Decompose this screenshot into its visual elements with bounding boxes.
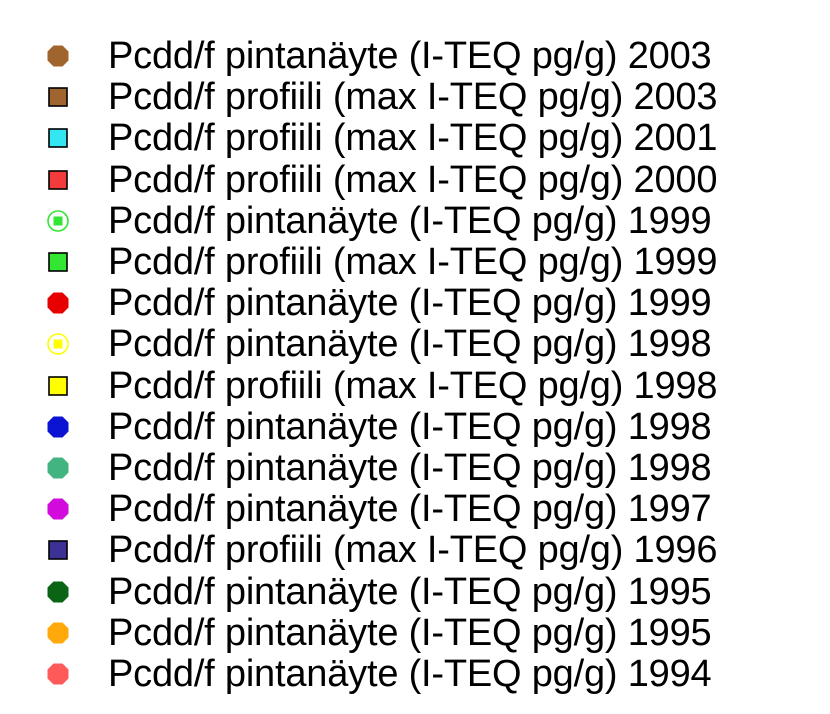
legend-label: Pcdd/f profiili (max I-TEQ pg/g) 2003 <box>108 76 718 119</box>
legend-item: Pcdd/f pintanäyte (I-TEQ pg/g) 2003 <box>42 35 712 77</box>
legend-item: Pcdd/f pintanäyte (I-TEQ pg/g) 1998 <box>42 323 712 366</box>
legend-label: Pcdd/f profiili (max I-TEQ pg/g) 2001 <box>108 117 718 160</box>
legend-item: Pcdd/f profiili (max I-TEQ pg/g) 1999 <box>42 241 718 283</box>
legend-label: Pcdd/f profiili (max I-TEQ pg/g) 1998 <box>108 364 718 407</box>
legend-item: Pcdd/f profiili (max I-TEQ pg/g) 1998 <box>42 364 718 407</box>
legend-marker-square <box>42 534 74 566</box>
legend-label: Pcdd/f pintanäyte (I-TEQ pg/g) 1999 <box>108 282 712 325</box>
legend-label: Pcdd/f pintanäyte (I-TEQ pg/g) 1997 <box>108 488 712 531</box>
legend-marker-octagon <box>42 617 74 649</box>
legend-marker-square <box>42 164 74 196</box>
legend-marker-ring-square <box>42 328 74 360</box>
legend-item: Pcdd/f profiili (max I-TEQ pg/g) 2003 <box>42 76 718 119</box>
legend-marker-square <box>42 122 74 154</box>
legend-label: Pcdd/f pintanäyte (I-TEQ pg/g) 1998 <box>108 323 712 366</box>
legend-marker-octagon <box>42 40 74 72</box>
legend-marker-square <box>42 81 74 113</box>
legend-item: Pcdd/f pintanäyte (I-TEQ pg/g) 1999 <box>42 282 712 325</box>
legend-label: Pcdd/f pintanäyte (I-TEQ pg/g) 1999 <box>108 199 712 242</box>
legend-label: Pcdd/f pintanäyte (I-TEQ pg/g) 1994 <box>108 653 712 695</box>
legend-item: Pcdd/f profiili (max I-TEQ pg/g) 2000 <box>42 158 718 201</box>
legend-item: Pcdd/f pintanäyte (I-TEQ pg/g) 1994 <box>42 653 712 695</box>
legend-label: Pcdd/f profiili (max I-TEQ pg/g) 2000 <box>108 158 718 201</box>
legend-marker-square <box>42 370 74 402</box>
legend-item: Pcdd/f pintanäyte (I-TEQ pg/g) 1997 <box>42 488 712 531</box>
legend-marker-octagon <box>42 576 74 608</box>
legend-item: Pcdd/f pintanäyte (I-TEQ pg/g) 1999 <box>42 199 712 242</box>
legend-item: Pcdd/f pintanäyte (I-TEQ pg/g) 1995 <box>42 611 712 654</box>
legend-marker-octagon <box>42 493 74 525</box>
legend-item: Pcdd/f pintanäyte (I-TEQ pg/g) 1995 <box>42 570 712 613</box>
legend-marker-octagon <box>42 452 74 484</box>
legend-label: Pcdd/f pintanäyte (I-TEQ pg/g) 1998 <box>108 447 712 489</box>
legend-marker-ring-square <box>42 205 74 237</box>
legend-label: Pcdd/f profiili (max I-TEQ pg/g) 1999 <box>108 241 718 283</box>
legend-marker-octagon <box>42 411 74 443</box>
legend-marker-square <box>42 246 74 278</box>
legend-label: Pcdd/f pintanäyte (I-TEQ pg/g) 1998 <box>108 405 712 448</box>
legend-item: Pcdd/f pintanäyte (I-TEQ pg/g) 1998 <box>42 405 712 448</box>
legend-marker-octagon <box>42 658 74 690</box>
legend-label: Pcdd/f pintanäyte (I-TEQ pg/g) 1995 <box>108 570 712 613</box>
legend-label: Pcdd/f pintanäyte (I-TEQ pg/g) 1995 <box>108 611 712 654</box>
legend-item: Pcdd/f profiili (max I-TEQ pg/g) 1996 <box>42 529 718 572</box>
legend-label: Pcdd/f pintanäyte (I-TEQ pg/g) 2003 <box>108 35 712 77</box>
legend-item: Pcdd/f pintanäyte (I-TEQ pg/g) 1998 <box>42 447 712 489</box>
legend-label: Pcdd/f profiili (max I-TEQ pg/g) 1996 <box>108 529 718 572</box>
legend-marker-octagon <box>42 287 74 319</box>
legend-item: Pcdd/f profiili (max I-TEQ pg/g) 2001 <box>42 117 718 160</box>
